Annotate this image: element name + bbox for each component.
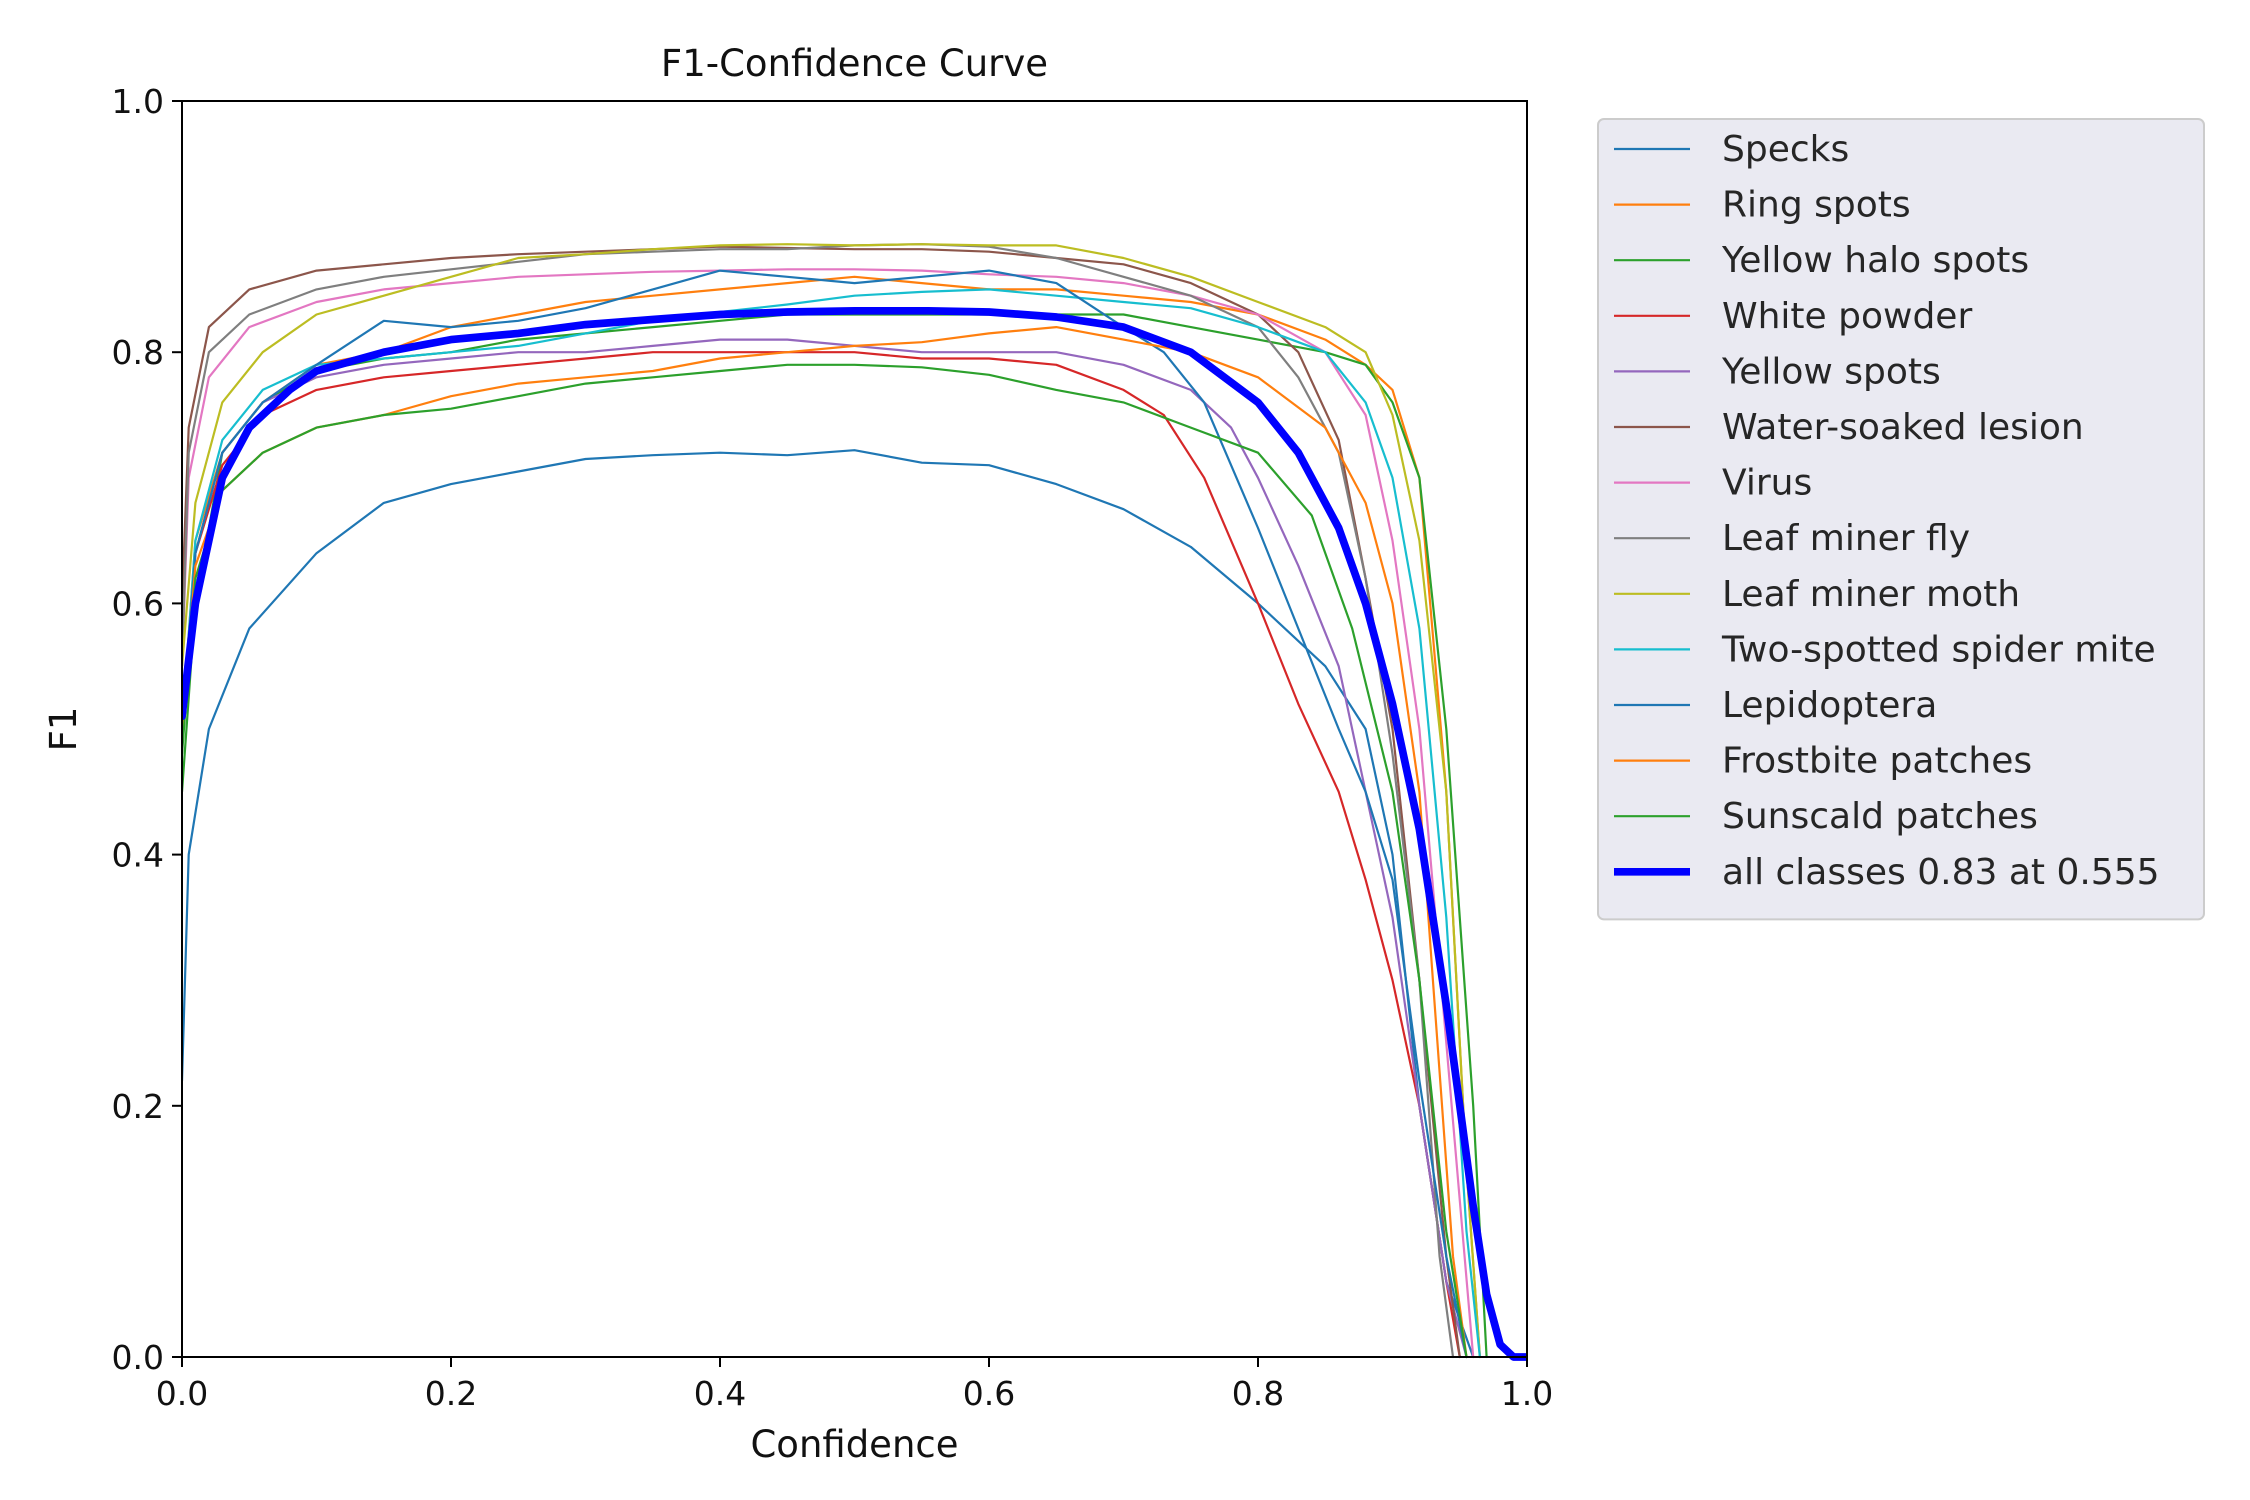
x-tick-label: 0.6	[963, 1374, 1015, 1413]
y-tick-label: 0.0	[112, 1338, 164, 1377]
chart-title: F1-Confidence Curve	[661, 42, 1048, 85]
series-line-9	[182, 288, 1481, 1359]
series-line-10	[182, 269, 1468, 1359]
y-tick-label: 0.2	[112, 1087, 164, 1126]
x-axis-label: Confidence	[750, 1423, 958, 1466]
legend-label-2: Yellow halo spots	[1721, 240, 2029, 281]
series-line-13	[182, 306, 1527, 1361]
y-tick-label: 0.8	[112, 333, 164, 372]
series-line-4	[182, 338, 1468, 1359]
legend-label-4: Yellow spots	[1721, 351, 1941, 392]
legend-label-6: Virus	[1722, 463, 1812, 504]
series-line-0	[182, 449, 1475, 1359]
series-line-3	[182, 351, 1461, 1359]
legend: Specks Ring spots Yellow halo spots White p…	[1597, 118, 2205, 921]
y-tick-label: 0.4	[112, 836, 164, 875]
y-axis-label: F1	[42, 707, 85, 752]
legend-label-3: White powder	[1722, 296, 1972, 337]
legend-label-13: all classes 0.83 at 0.555	[1722, 852, 2160, 893]
y-tick-label: 0.6	[112, 584, 164, 623]
legend-label-12: Sunscald patches	[1722, 796, 2038, 837]
series-line-8	[182, 243, 1481, 1359]
legend-label-0: Specks	[1722, 129, 1849, 170]
x-tick-label: 1.0	[1501, 1374, 1553, 1413]
series-line-12	[182, 363, 1468, 1359]
legend-label-11: Frostbite patches	[1722, 741, 2032, 782]
legend-label-8: Leaf miner moth	[1722, 574, 2020, 615]
legend-label-10: Lepidoptera	[1722, 685, 1937, 726]
plot-frame	[181, 100, 1528, 1358]
series-line-6	[182, 268, 1475, 1359]
y-tick-label: 1.0	[112, 82, 164, 121]
axes-layer: 0.0 0.2 0.4 0.6 0.8 1.0 0.0 0.2 0.4 0.6 0.8 1.0	[112, 82, 1554, 1413]
x-tick-label: 0.2	[425, 1374, 477, 1413]
x-tick-label: 0.4	[694, 1374, 746, 1413]
legend-label-7: Leaf miner fly	[1722, 518, 1970, 559]
x-tick-label: 0.8	[1232, 1374, 1284, 1413]
legend-label-9: Two-spotted spider mite	[1721, 629, 2156, 670]
series-layer	[182, 243, 1527, 1361]
x-tick-label: 0.0	[156, 1374, 208, 1413]
legend-label-1: Ring spots	[1722, 185, 1911, 226]
legend-label-5: Water-soaked lesion	[1722, 407, 2084, 448]
legend-box	[1597, 118, 2205, 921]
